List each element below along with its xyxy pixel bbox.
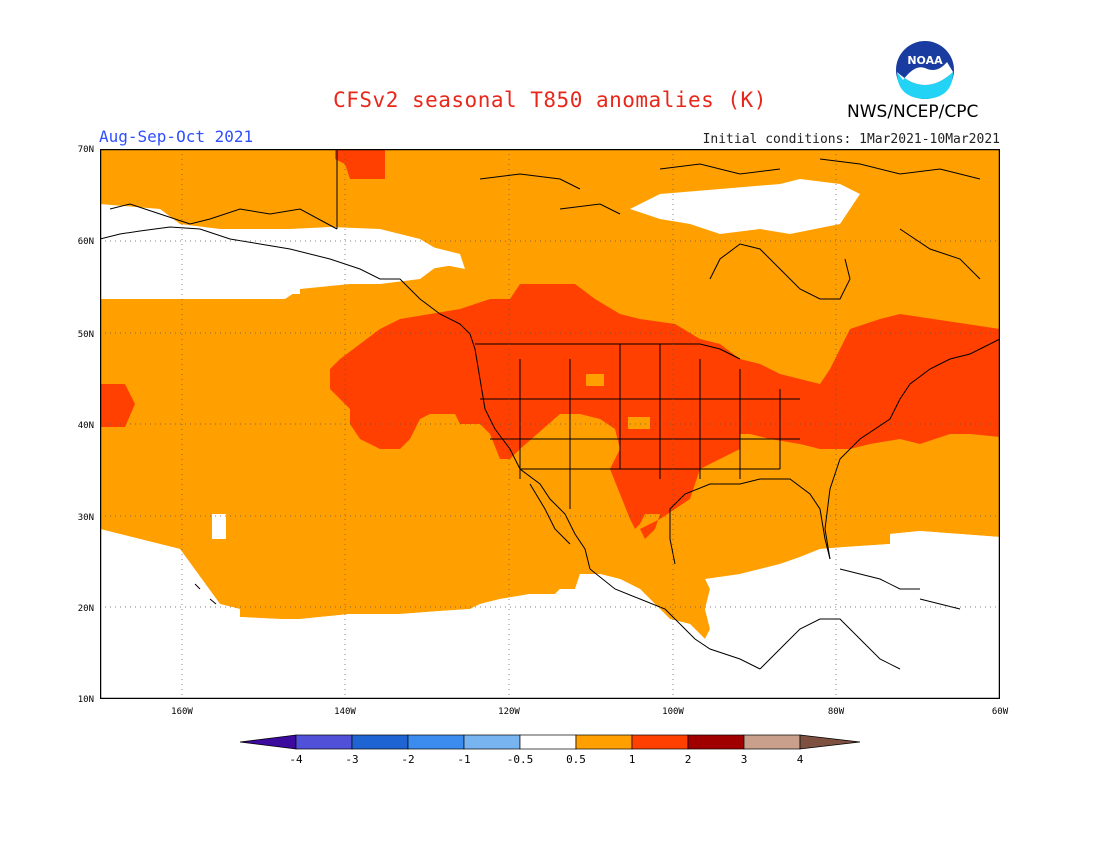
lon-label: 100W [662, 707, 684, 717]
lat-label: 60N [78, 237, 94, 247]
lat-labels: 70N 60N 50N 40N 30N 20N 10N [78, 145, 94, 705]
colorbar-segment [575, 734, 633, 750]
colorbar-label: 4 [797, 753, 804, 766]
colorbar-label: -0.5 [507, 753, 534, 766]
agency-label: NWS/NCEP/CPC [847, 102, 979, 122]
initial-conditions: Initial conditions: 1Mar2021-10Mar2021 [702, 132, 1000, 147]
colorbar-label: -2 [401, 753, 414, 766]
colorbar-label: -3 [345, 753, 358, 766]
colorbar-segment [743, 734, 801, 750]
colorbar-segment [351, 734, 409, 750]
anomaly-map [100, 149, 1000, 699]
anomaly-region-neutral-south [100, 529, 1000, 699]
lat-label: 40N [78, 421, 94, 431]
colorbar-arrow-right [799, 734, 861, 750]
colorbar-label: 3 [741, 753, 748, 766]
colorbar-segment [687, 734, 745, 750]
graticule [100, 149, 1000, 699]
lat-label: 20N [78, 604, 94, 614]
coastlines [100, 149, 1000, 670]
anomaly-region-neutral-arctic [630, 179, 860, 234]
colorbar-segment [463, 734, 521, 750]
lat-label: 10N [78, 695, 94, 705]
colorbar-arrow-left [239, 734, 297, 750]
lon-label: 140W [334, 707, 356, 717]
anomaly-region-neutral-north [100, 204, 460, 299]
lon-label: 160W [171, 707, 193, 717]
lat-label: 50N [78, 330, 94, 340]
colorbar-label: -4 [289, 753, 303, 766]
colorbar-segment [295, 734, 353, 750]
colorbar-label: 0.5 [566, 753, 586, 766]
colorbar-segment [631, 734, 689, 750]
colorbar-segment [407, 734, 465, 750]
lon-label: 60W [992, 707, 1009, 717]
colorbar-label: 2 [685, 753, 692, 766]
colorbar: -4 -3 -2 -1 -0.5 0.5 1 2 3 4 [239, 734, 861, 766]
colorbar-segment [519, 734, 577, 750]
lon-labels: 160W 140W 120W 100W 80W 60W [171, 707, 1009, 717]
noaa-logo: NOAA [896, 41, 954, 99]
map-title: CFSv2 seasonal T850 anomalies (K) [333, 88, 767, 112]
lat-label: 70N [78, 145, 94, 155]
anomaly-region-warm2-central [330, 284, 1000, 539]
lon-label: 120W [498, 707, 520, 717]
svg-text:NOAA: NOAA [907, 54, 943, 67]
lon-label: 80W [828, 707, 845, 717]
colorbar-label: 1 [629, 753, 636, 766]
anomaly-region-warm2-north [335, 149, 385, 179]
colorbar-label: -1 [457, 753, 470, 766]
season-label: Aug-Sep-Oct 2021 [99, 127, 254, 146]
lat-label: 30N [78, 513, 94, 523]
anomaly-region-warm2-west [100, 384, 135, 427]
